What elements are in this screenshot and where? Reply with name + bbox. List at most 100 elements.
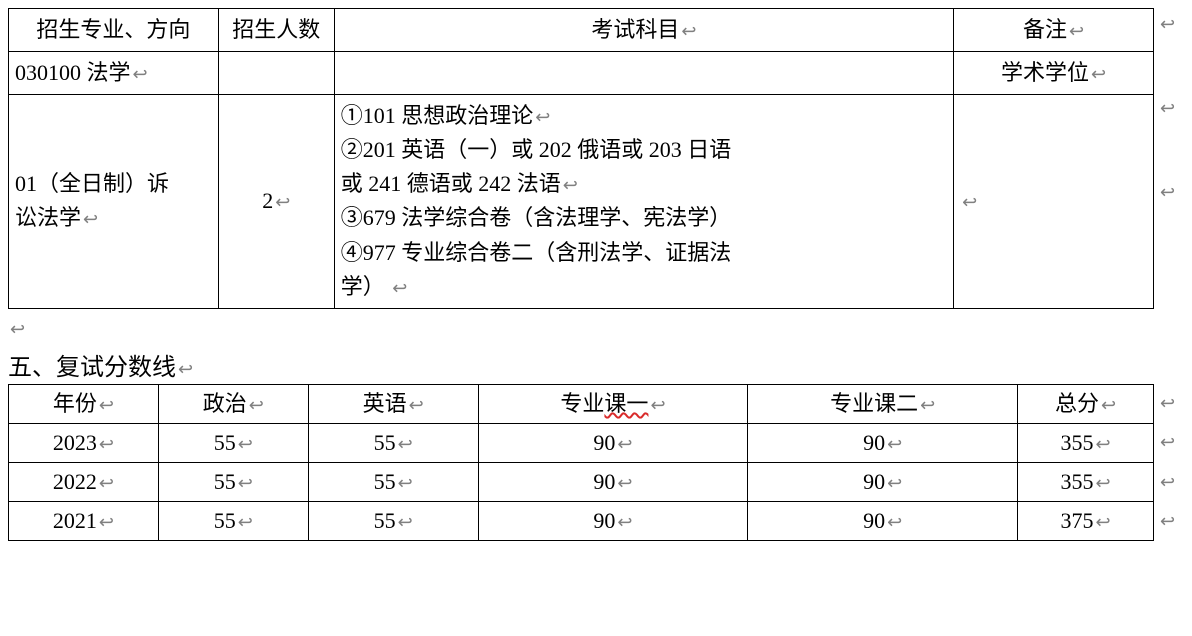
enter-icon: ↩: [1154, 432, 1175, 453]
cell-total: 375↩: [1018, 502, 1154, 541]
cell-year: 2022↩: [9, 462, 159, 501]
th-year: 年份↩: [9, 384, 159, 423]
enter-icon: ↩: [396, 434, 413, 454]
subjects-l4: ③679 法学综合卷（含法理学、宪法学）: [341, 205, 732, 230]
cell-politics: 55↩: [158, 502, 308, 541]
table2-row: 2023↩ 55↩ 55↩ 90↩ 90↩ 355↩: [9, 423, 1154, 462]
cell-year: 2021↩: [9, 502, 159, 541]
cell-text: 2022: [53, 469, 97, 494]
cell-politics: 55↩: [158, 462, 308, 501]
cell-text: 2023: [53, 430, 97, 455]
score-line-table: 年份↩ 政治↩ 英语↩ 专业课一↩ 专业课二↩ 总分↩ 2023↩ 55↩ 55…: [8, 384, 1154, 541]
enter-icon: ↩: [885, 473, 902, 493]
th-remark: 备注↩: [954, 9, 1154, 52]
cell-text: 55: [374, 469, 396, 494]
enter-icon: ↩: [648, 395, 665, 415]
enter-icon: ↩: [533, 107, 550, 127]
cell-subject1: 90↩: [478, 462, 748, 501]
enter-icon: ↩: [236, 512, 253, 532]
enter-icon: ↩: [8, 319, 25, 339]
cell-subject2: 90↩: [748, 502, 1018, 541]
enter-icon: ↩: [1089, 64, 1106, 84]
subjects-l5: ④977 专业综合卷二（含刑法学、证据法: [341, 240, 732, 265]
cell-direction-l2: 讼法学: [15, 205, 81, 230]
table1-row-major: 030100 法学↩ 学术学位↩: [9, 52, 1154, 95]
enter-icon: ↩: [176, 359, 193, 379]
th-subject1-text-a: 专业: [560, 391, 604, 416]
th-count-text: 招生人数: [232, 17, 320, 42]
cell-text: 55: [214, 430, 236, 455]
enter-icon: ↩: [97, 395, 114, 415]
cell-text: 90: [593, 430, 615, 455]
outside-marks-col-2: ↩ ↩ ↩ ↩: [1154, 384, 1175, 541]
cell-text: 90: [863, 508, 885, 533]
enter-icon: ↩: [1154, 14, 1175, 35]
cell-major-code: 030100 法学↩: [9, 52, 219, 95]
cell-degree-type: 学术学位↩: [954, 52, 1154, 95]
cell-total: 355↩: [1018, 423, 1154, 462]
cell-text: 55: [214, 508, 236, 533]
cell-text: 90: [863, 469, 885, 494]
enter-icon: ↩: [396, 512, 413, 532]
th-english-text: 英语: [363, 391, 407, 416]
enter-icon: ↩: [97, 512, 114, 532]
cell-subjects: ①101 思想政治理论↩ ②201 英语（一）或 202 俄语或 203 日语 …: [334, 95, 953, 309]
table2-row: 2021↩ 55↩ 55↩ 90↩ 90↩ 375↩: [9, 502, 1154, 541]
cell-empty-subjects: [334, 52, 953, 95]
enter-icon: ↩: [131, 64, 148, 84]
cell-text: 90: [593, 508, 615, 533]
table1-header-row: 招生专业、方向 招生人数 考试科目↩ 备注↩: [9, 9, 1154, 52]
section-title-text: 五、复试分数线: [8, 355, 176, 381]
th-subject1-text-b: 课一: [604, 391, 648, 416]
enter-icon: ↩: [615, 473, 632, 493]
th-total: 总分↩: [1018, 384, 1154, 423]
cell-english: 55↩: [308, 462, 478, 501]
cell-text: 355: [1060, 430, 1093, 455]
enter-icon: ↩: [273, 192, 290, 212]
table1-row-detail: 01（全日制）诉 讼法学↩ 2↩ ①101 思想政治理论↩ ②201 英语（一）…: [9, 95, 1154, 309]
cell-text: 355: [1060, 469, 1093, 494]
section-title: 五、复试分数线↩: [8, 347, 1184, 382]
th-politics: 政治↩: [158, 384, 308, 423]
th-politics-text: 政治: [203, 391, 247, 416]
enter-icon: ↩: [918, 395, 935, 415]
th-subject1: 专业课一↩: [478, 384, 748, 423]
enter-icon: ↩: [390, 278, 407, 298]
enter-icon: ↩: [1093, 434, 1110, 454]
cell-subject2: 90↩: [748, 462, 1018, 501]
enter-icon: ↩: [1093, 512, 1110, 532]
table2-row: 2022↩ 55↩ 55↩ 90↩ 90↩ 355↩: [9, 462, 1154, 501]
cell-subject1: 90↩: [478, 502, 748, 541]
cell-text: 55: [214, 469, 236, 494]
enter-icon: ↩: [1154, 182, 1175, 203]
cell-remark-empty: ↩: [954, 95, 1154, 309]
subjects-l2: ②201 英语（一）或 202 俄语或 203 日语: [341, 137, 732, 162]
cell-text: 55: [374, 430, 396, 455]
cell-english: 55↩: [308, 502, 478, 541]
cell-text: 90: [593, 469, 615, 494]
cell-subject2: 90↩: [748, 423, 1018, 462]
enter-icon: ↩: [679, 21, 696, 41]
th-subject2: 专业课二↩: [748, 384, 1018, 423]
th-remark-text: 备注: [1023, 17, 1067, 42]
cell-count-text: 2: [262, 184, 273, 218]
cell-english: 55↩: [308, 423, 478, 462]
enter-icon: ↩: [1154, 98, 1175, 119]
th-major-text: 招生专业、方向: [36, 17, 190, 42]
table2-wrap: 年份↩ 政治↩ 英语↩ 专业课一↩ 专业课二↩ 总分↩ 2023↩ 55↩ 55…: [8, 384, 1184, 541]
subjects-l1: ①101 思想政治理论: [341, 103, 534, 128]
paragraph-mark: ↩: [8, 315, 1184, 341]
cell-text: 375: [1060, 508, 1093, 533]
enter-icon: ↩: [236, 434, 253, 454]
enter-icon: ↩: [247, 395, 264, 415]
outside-marks-col-1: ↩ ↩ ↩: [1154, 8, 1175, 309]
enter-icon: ↩: [1093, 473, 1110, 493]
enter-icon: ↩: [1099, 395, 1116, 415]
enter-icon: ↩: [561, 175, 578, 195]
table1-wrap: 招生专业、方向 招生人数 考试科目↩ 备注↩ 030100 法学↩ 学术学位↩ …: [8, 8, 1184, 309]
enter-icon: ↩: [97, 473, 114, 493]
cell-empty-count: [218, 52, 334, 95]
cell-politics: 55↩: [158, 423, 308, 462]
enter-icon: ↩: [407, 395, 424, 415]
th-subjects-text: 考试科目: [591, 17, 679, 42]
